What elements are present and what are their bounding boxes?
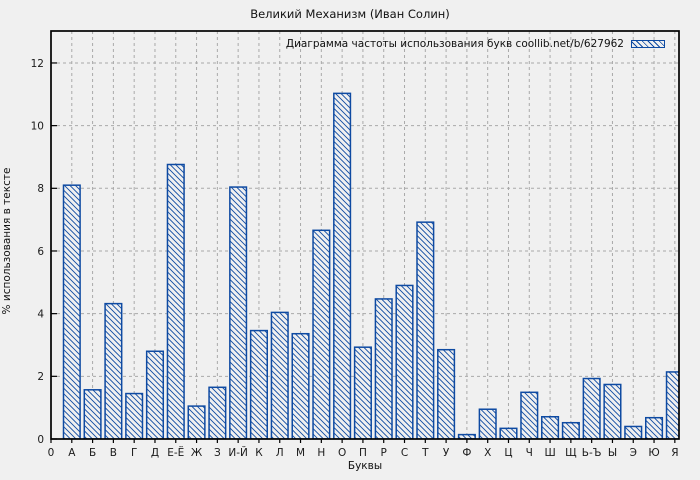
- bar-К: [249, 329, 268, 439]
- bar-Е-Ё: [166, 163, 185, 439]
- x-tick-label-К: К: [255, 447, 263, 459]
- bar-Ь-Ъ: [582, 377, 601, 439]
- x-tick-label-Ц: Ц: [504, 447, 512, 459]
- bar-Н: [312, 229, 331, 439]
- x-tick-label-Г: Г: [131, 447, 137, 459]
- bar-Щ: [561, 421, 580, 439]
- x-tick-label-Ф: Ф: [462, 447, 471, 459]
- bar-С: [395, 284, 414, 439]
- bar-Т: [416, 221, 435, 439]
- bar-А: [62, 184, 81, 439]
- bar-Х: [478, 408, 497, 439]
- bar-Д: [145, 350, 165, 439]
- bar-М: [291, 332, 310, 439]
- bar-Ю: [644, 416, 664, 439]
- bar-Ж: [187, 405, 206, 439]
- bar-О: [333, 92, 352, 439]
- x-tick-label-М: М: [296, 447, 305, 459]
- bar-Р: [374, 298, 393, 439]
- x-tick-label-Л: Л: [276, 447, 284, 459]
- x-tick-label-В: В: [110, 447, 117, 459]
- x-origin-label: 0: [48, 447, 55, 459]
- bar-Ф: [457, 433, 476, 439]
- bar-З: [208, 386, 227, 439]
- x-tick-label-Б: Б: [89, 447, 96, 459]
- bar-Ы: [603, 383, 622, 439]
- x-tick-label-Ы: Ы: [608, 447, 617, 459]
- x-tick-label-У: У: [443, 447, 450, 459]
- y-tick-label: 12: [31, 58, 44, 70]
- x-tick-label-Ж: Ж: [191, 447, 203, 459]
- y-tick-label: 4: [37, 308, 44, 320]
- x-tick-label-Е-Ё: Е-Ё: [167, 446, 184, 459]
- x-tick-label-Ш: Ш: [544, 447, 555, 459]
- x-tick-label-Э: Э: [630, 447, 637, 459]
- x-tick-label-А: А: [68, 447, 76, 459]
- bar-Ц: [499, 427, 518, 439]
- x-tick-label-Н: Н: [317, 447, 325, 459]
- bar-Г: [125, 392, 144, 439]
- bars-group: [62, 92, 679, 439]
- bar-У: [437, 348, 456, 439]
- x-tick-label-З: З: [214, 447, 221, 459]
- x-tick-label-Щ: Щ: [565, 447, 577, 459]
- x-tick-label-Д: Д: [151, 447, 159, 459]
- x-tick-label-С: С: [401, 447, 408, 459]
- x-tick-label-П: П: [359, 447, 367, 459]
- chart-title: Великий Механизм (Иван Солин): [250, 7, 450, 21]
- y-axis-title: % использования в тексте: [1, 167, 13, 315]
- x-tick-label-Р: Р: [381, 447, 387, 459]
- bar-Б: [83, 389, 102, 439]
- x-tick-label-Ч: Ч: [526, 447, 533, 459]
- x-tick-label-Ю: Ю: [648, 447, 659, 459]
- x-tick-label-О: О: [338, 447, 346, 459]
- bar-Э: [624, 425, 643, 439]
- x-tick-label-Х: Х: [484, 447, 491, 459]
- legend: Диаграмма частоты использования букв coo…: [286, 37, 665, 50]
- y-tick-label: 8: [37, 183, 44, 195]
- x-tick-label-Т: Т: [421, 447, 429, 459]
- bar-Я: [665, 371, 679, 439]
- x-tick-label-Я: Я: [671, 447, 678, 459]
- bar-Л: [270, 311, 289, 439]
- x-tick-label-И-Й: И-Й: [228, 446, 248, 459]
- bar-Ч: [520, 391, 539, 439]
- x-tick-label-Ь-Ъ: Ь-Ъ: [582, 447, 602, 459]
- bar-П: [353, 346, 372, 439]
- y-tick-label: 0: [37, 434, 44, 446]
- y-tick-label: 6: [37, 246, 44, 258]
- bar-Ш: [541, 416, 560, 439]
- plot-frame: [50, 30, 680, 440]
- hatched-bar-swatch-icon: [631, 39, 665, 48]
- bar-В: [104, 302, 123, 439]
- legend-label: Диаграмма частоты использования букв coo…: [285, 37, 624, 50]
- y-tick-label: 10: [31, 120, 44, 132]
- y-tick-label: 2: [37, 371, 44, 383]
- bar-И-Й: [229, 186, 248, 439]
- x-axis-title: Буквы: [347, 460, 383, 472]
